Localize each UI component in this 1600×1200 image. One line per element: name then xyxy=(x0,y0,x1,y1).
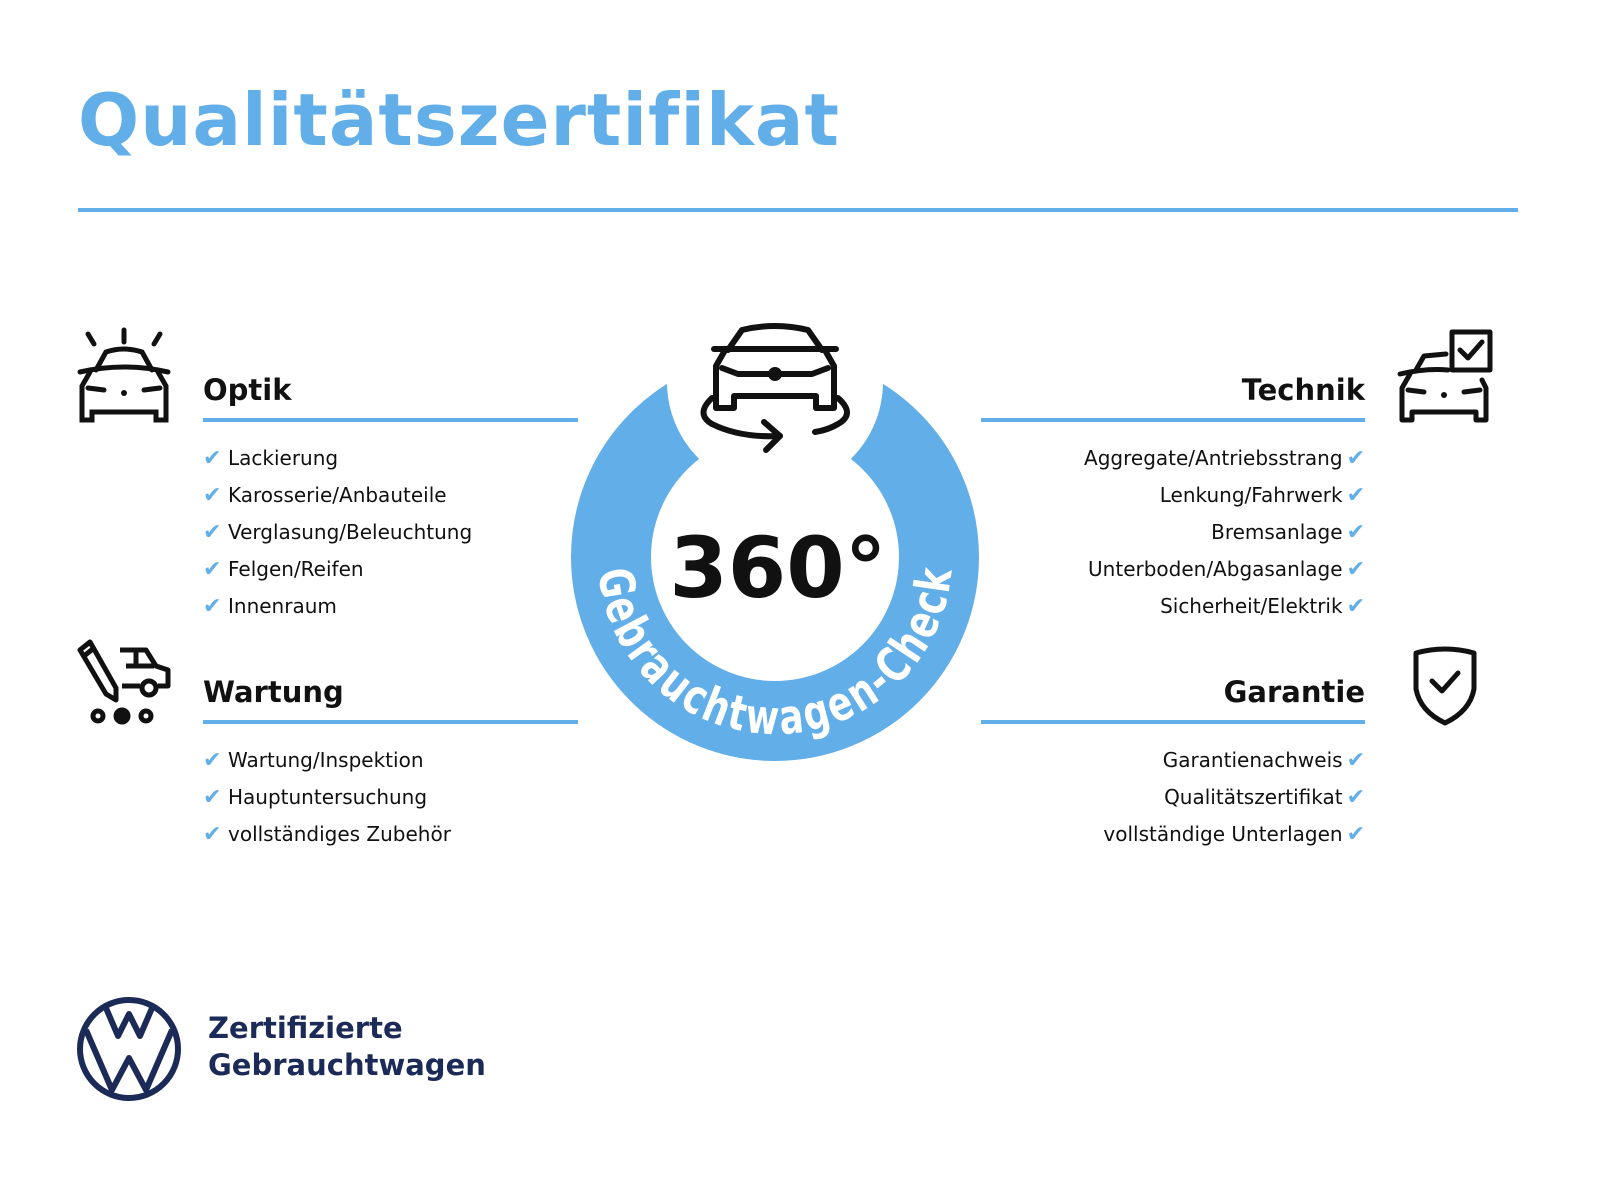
check-icon: ✔ xyxy=(203,594,222,619)
section-underline xyxy=(981,720,1365,724)
section-heading: Optik xyxy=(203,373,292,407)
section-heading: Wartung xyxy=(203,675,344,709)
check-icon: ✔ xyxy=(203,446,222,471)
shield-check-icon xyxy=(1413,646,1477,726)
page-title: Qualitätszertifikat xyxy=(78,78,840,162)
list-item: ✔ Hauptuntersuchung xyxy=(203,779,578,816)
check-icon: ✔ xyxy=(203,557,222,582)
list-item: ✔ Verglasung/Beleuchtung xyxy=(203,514,578,551)
section-optik: Optik ✔ Lackierung ✔ Karosserie/Anbauteile… xyxy=(203,371,578,625)
footer-brand-text: Zertifizierte Gebrauchtwagen xyxy=(208,1011,486,1082)
check-icon: ✔ xyxy=(1346,557,1365,582)
section-heading: Technik xyxy=(1241,373,1365,407)
list-item: ✔ Felgen/Reifen xyxy=(203,551,578,588)
section-underline xyxy=(203,720,578,724)
check-icon: ✔ xyxy=(1346,446,1365,471)
list-item: Unterboden/Abgasanlage ✔ xyxy=(981,551,1365,588)
section-heading: Garantie xyxy=(1223,675,1365,709)
list-item: Qualitätszertifikat ✔ xyxy=(981,779,1365,816)
check-icon: ✔ xyxy=(203,520,222,545)
section-technik: Technik Aggregate/Antriebsstrang ✔ Lenkun… xyxy=(981,371,1365,625)
check-icon: ✔ xyxy=(1346,785,1365,810)
car-checkbox-icon xyxy=(1397,329,1493,423)
list-item: Aggregate/Antriebsstrang ✔ xyxy=(981,440,1365,477)
list-item: ✔ Wartung/Inspektion xyxy=(203,742,578,779)
list-item: ✔ Innenraum xyxy=(203,588,578,625)
list-item: Lenkung/Fahrwerk ✔ xyxy=(981,477,1365,514)
list-item: ✔ Lackierung xyxy=(203,440,578,477)
list-item: Bremsanlage ✔ xyxy=(981,514,1365,551)
check-icon: ✔ xyxy=(1346,483,1365,508)
check-icon: ✔ xyxy=(1346,822,1365,847)
list-item: Garantienachweis ✔ xyxy=(981,742,1365,779)
van-pencil-icon xyxy=(77,639,171,725)
badge-ring xyxy=(571,353,979,761)
section-underline xyxy=(981,418,1365,422)
vw-logo xyxy=(77,997,181,1101)
check-icon: ✔ xyxy=(1346,594,1365,619)
check-icon: ✔ xyxy=(203,785,222,810)
list-item: ✔ vollständiges Zubehör xyxy=(203,816,578,853)
check-icon: ✔ xyxy=(203,483,222,508)
badge-ring-text: Gebrauchtwagen-Check xyxy=(586,564,964,747)
check-icon: ✔ xyxy=(1346,748,1365,773)
check-icon: ✔ xyxy=(1346,520,1365,545)
check-icon: ✔ xyxy=(203,748,222,773)
car-rotate-icon xyxy=(700,323,850,453)
car-shine-icon xyxy=(77,327,171,423)
section-wartung: Wartung ✔ Wartung/Inspektion ✔ Hauptunters… xyxy=(203,673,578,853)
list-item: Sicherheit/Elektrik ✔ xyxy=(981,588,1365,625)
section-garantie: Garantie Garantienachweis ✔ Qualitätszert… xyxy=(981,673,1365,853)
badge-number: 360° xyxy=(669,519,886,617)
list-item: ✔ Karosserie/Anbauteile xyxy=(203,477,578,514)
badge-notch xyxy=(667,274,883,490)
section-underline xyxy=(203,418,578,422)
check-icon: ✔ xyxy=(203,822,222,847)
list-item: vollständige Unterlagen ✔ xyxy=(981,816,1365,853)
title-divider xyxy=(78,208,1518,212)
